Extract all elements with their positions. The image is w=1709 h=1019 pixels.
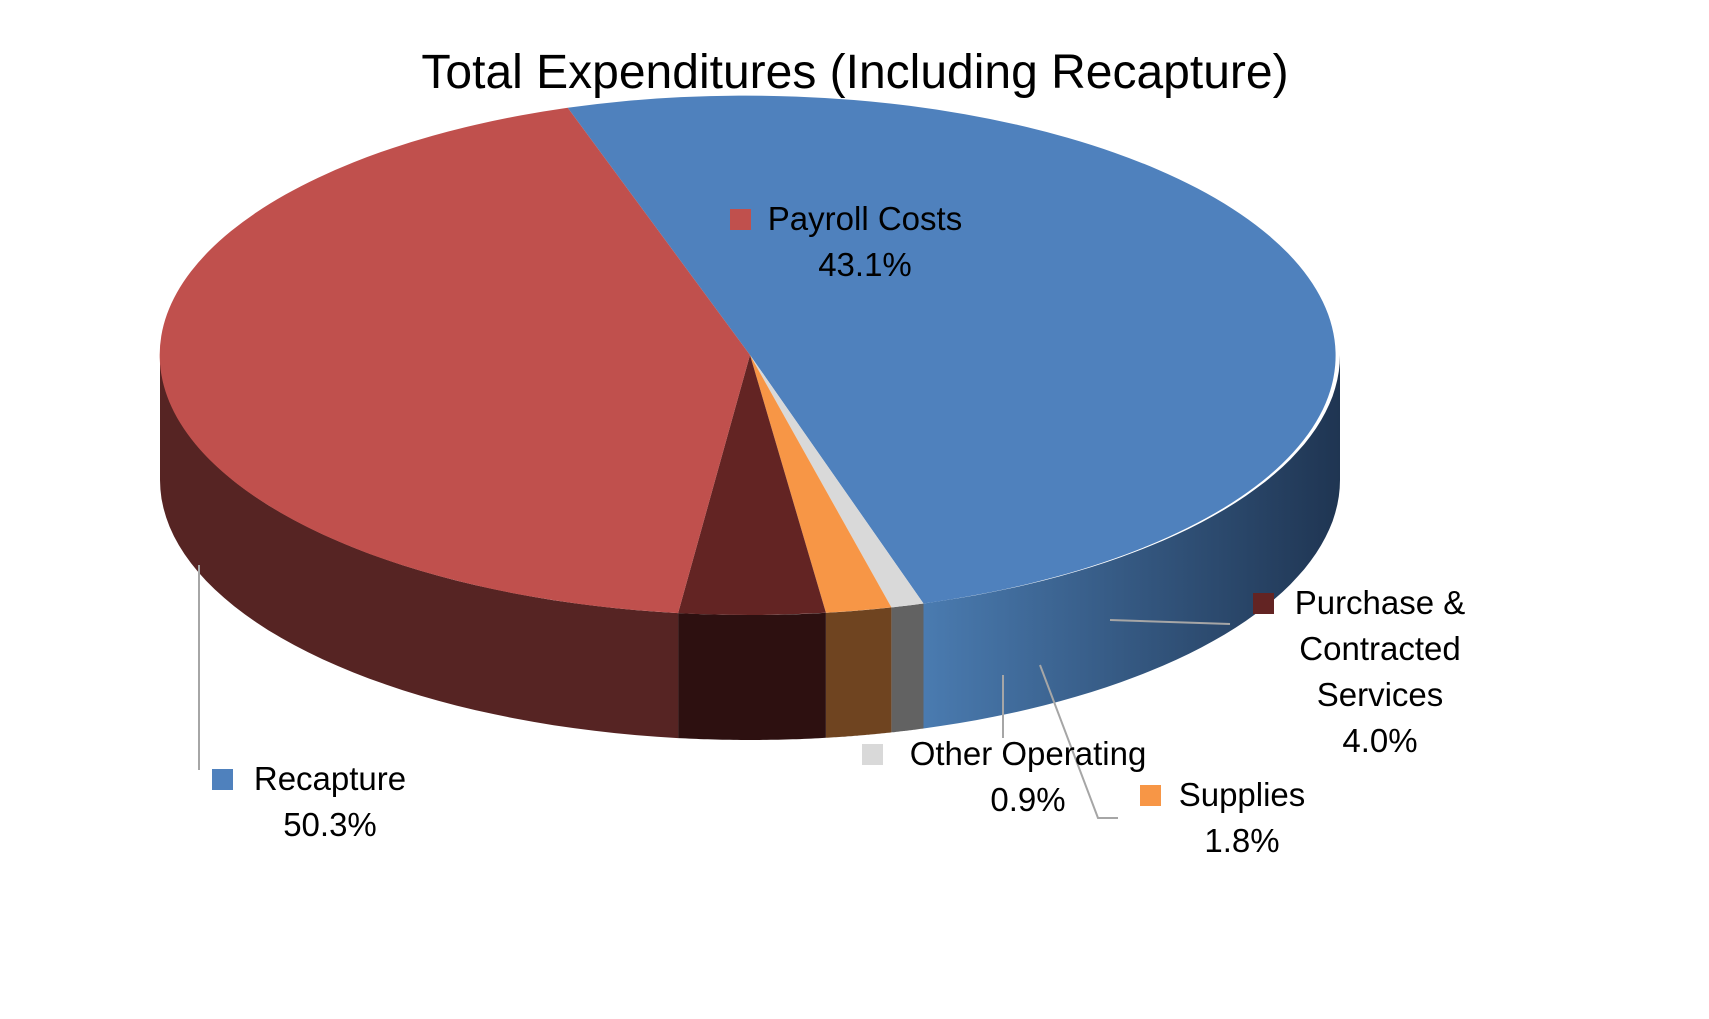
slice-side-payroll-costs	[160, 355, 679, 739]
slice-side-other-operating	[891, 603, 924, 733]
data-value-other-operating: 0.9%	[990, 781, 1065, 818]
slice-recapture	[567, 95, 1336, 604]
data-label-purchase-contracted-services: Purchase &	[1295, 584, 1466, 621]
slice-side-purchase-contracted-services	[678, 612, 826, 740]
data-label-recapture: Recapture	[254, 760, 406, 797]
leader-line-supplies	[1039, 664, 1118, 819]
data-value-recapture: 50.3%	[283, 806, 377, 843]
slice-side-recapture	[923, 355, 1340, 729]
data-label-payroll-costs: Payroll Costs	[768, 200, 962, 237]
legend-swatch-purchase-contracted-services	[1253, 593, 1274, 614]
data-label-purchase-contracted-services: Contracted	[1299, 630, 1460, 667]
data-value-purchase-contracted-services: 4.0%	[1342, 722, 1417, 759]
data-label-purchase-contracted-services: Services	[1317, 676, 1444, 713]
legend-swatch-payroll-costs	[730, 209, 751, 230]
slice-side-supplies	[825, 607, 892, 738]
pie-slices	[159, 95, 1336, 616]
slice-purchase-contracted-services	[678, 355, 826, 616]
leader-lines	[198, 565, 1231, 819]
legend-swatch-recapture	[212, 769, 233, 790]
data-labels: Recapture 50.3% Other Operating 0.9% Supplie…	[212, 200, 1465, 859]
legend-swatch-supplies	[1140, 785, 1161, 806]
data-label-supplies: Supplies	[1179, 776, 1306, 813]
slice-other-operating	[750, 355, 924, 608]
slice-supplies	[750, 355, 892, 613]
leader-line-purchase-contracted-services	[1109, 619, 1231, 625]
data-value-payroll-costs: 43.1%	[818, 246, 912, 283]
data-label-other-operating: Other Operating	[910, 735, 1147, 772]
legend-swatch-other-operating	[862, 744, 883, 765]
chart-title: Total Expenditures (Including Recapture)	[421, 46, 1288, 99]
slice-payroll-costs	[159, 107, 750, 614]
data-value-supplies: 1.8%	[1204, 822, 1279, 859]
pie-side-walls	[160, 355, 1340, 740]
